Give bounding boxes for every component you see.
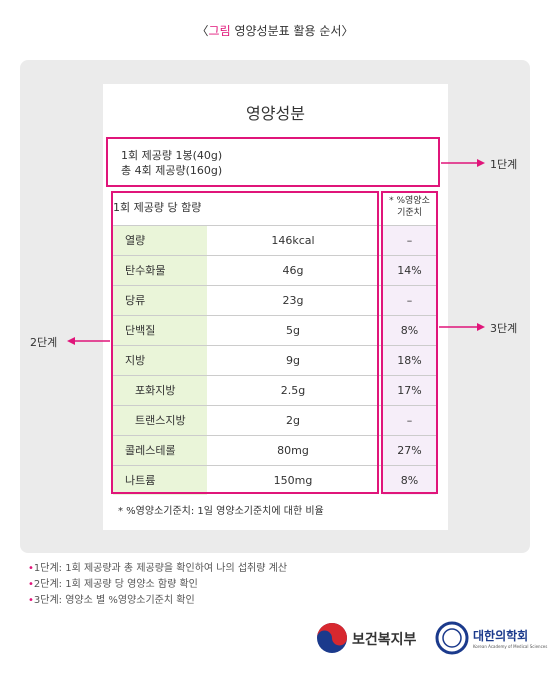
serving-line: 1회 제공량 1봉(40g)	[121, 149, 223, 162]
note-text: 1단계: 1회 제공량과 총 제공량을 확인하여 나의 섭취량 계산	[33, 563, 288, 574]
note: •1단계: 1회 제공량과 총 제공량을 확인하여 나의 섭취량 계산	[28, 561, 287, 577]
nutrient-name: 콜레스테롤	[125, 444, 176, 457]
footnote: * %영양소기준치: 1일 영양소기준치에 대한 비율	[118, 506, 324, 517]
note-bullet: •	[28, 563, 34, 574]
ministry-logo	[317, 623, 347, 653]
caption-text: 영양성분표 활용 순서	[234, 24, 342, 38]
nutrient-dv: –	[406, 234, 413, 247]
academy-name: 대한의학회	[473, 629, 529, 643]
table-row: 나트륨 150mg 8%	[113, 465, 436, 496]
nutrient-dv: 8%	[400, 474, 419, 487]
caption: 〈그림 영양성분표 활용 순서〉	[0, 22, 550, 39]
step2-box	[111, 191, 379, 494]
step-label: 1단계	[490, 158, 518, 171]
note-text: 3단계: 영양소 별 %영양소기준치 확인	[33, 595, 195, 606]
note-bullet: •	[28, 595, 34, 606]
table-row: 열량 146kcal –	[113, 225, 436, 256]
dv-header-line: 기준치	[397, 208, 422, 218]
nutrient-amount: 150mg	[273, 474, 313, 487]
dv-header-line: * %영양소	[389, 196, 430, 206]
step-label: 3단계	[490, 322, 518, 335]
nutrient-amount: 23g	[282, 294, 304, 307]
nutrient-name: 탄수화물	[125, 264, 166, 277]
note-text: 2단계: 1회 제공량 당 영양소 함량 확인	[33, 579, 198, 590]
note-bullet: •	[28, 579, 34, 590]
caption-close: 〉	[341, 24, 354, 38]
table-row: 단백질 5g 8%	[113, 315, 436, 346]
table-row: 지방 9g 18%	[113, 345, 436, 376]
nutrient-name: 지방	[125, 354, 146, 367]
academy-logo	[435, 621, 469, 655]
step3-box	[381, 191, 438, 494]
nutrient-name: 포화지방	[135, 384, 176, 397]
name-column	[113, 225, 207, 495]
serving-line: 총 4회 제공량(160g)	[121, 164, 223, 177]
step-label: 2단계	[30, 336, 58, 349]
table-body: 열량 146kcal – 탄수화물 46g 14% 당류 23g – 단백질 5g 8% 지방 9g 18%…	[113, 225, 436, 495]
serving: 1회 제공량 1봉(40g) 총 4회 제공량(160g)	[121, 148, 222, 178]
label-title: 영양성분	[246, 104, 305, 123]
ministry-name: 보건복지부	[352, 632, 417, 648]
nutrient-name: 단백질	[125, 324, 156, 337]
nutrient-dv: 14%	[397, 264, 422, 277]
dv-column	[383, 225, 436, 495]
nutrient-name: 트랜스지방	[135, 414, 186, 427]
table-header: 1회 제공량 당 함량	[113, 201, 202, 214]
nutrient-amount: 46g	[282, 264, 304, 277]
nutrient-amount: 146kcal	[271, 234, 315, 247]
table-row: 당류 23g –	[113, 285, 436, 316]
table-row: 포화지방 2.5g 17%	[113, 375, 436, 406]
nutrient-amount: 9g	[286, 354, 300, 367]
nutrient-dv: –	[406, 294, 413, 307]
table-row: 트랜스지방 2g –	[113, 405, 436, 436]
note: •2단계: 1회 제공량 당 영양소 함량 확인	[28, 577, 287, 593]
step1-box	[106, 137, 440, 187]
nutrient-amount: 2.5g	[280, 384, 306, 397]
table-row: 콜레스테롤 80mg 27%	[113, 435, 436, 466]
nutrient-amount: 80mg	[277, 444, 309, 457]
nutrient-amount: 5g	[286, 324, 300, 337]
nutrient-dv: –	[406, 414, 413, 427]
caption-open: 〈	[196, 24, 209, 38]
table-row: 탄수화물 46g 14%	[113, 255, 436, 286]
nutrient-dv: 27%	[397, 444, 422, 457]
nutrient-dv: 17%	[397, 384, 422, 397]
nutrient-dv: 8%	[400, 324, 419, 337]
nutrient-name: 당류	[125, 294, 146, 307]
nutrient-amount: 2g	[286, 414, 300, 427]
notes: •1단계: 1회 제공량과 총 제공량을 확인하여 나의 섭취량 계산 •2단계:…	[28, 561, 287, 609]
caption-label: 그림	[208, 24, 231, 38]
academy-english: Korean Academy of Medical Sciences	[473, 644, 548, 649]
nutrient-name: 나트륨	[125, 474, 156, 487]
note: •3단계: 영양소 별 %영양소기준치 확인	[28, 593, 287, 609]
nutrient-dv: 18%	[397, 354, 422, 367]
nutrient-name: 열량	[125, 234, 146, 247]
